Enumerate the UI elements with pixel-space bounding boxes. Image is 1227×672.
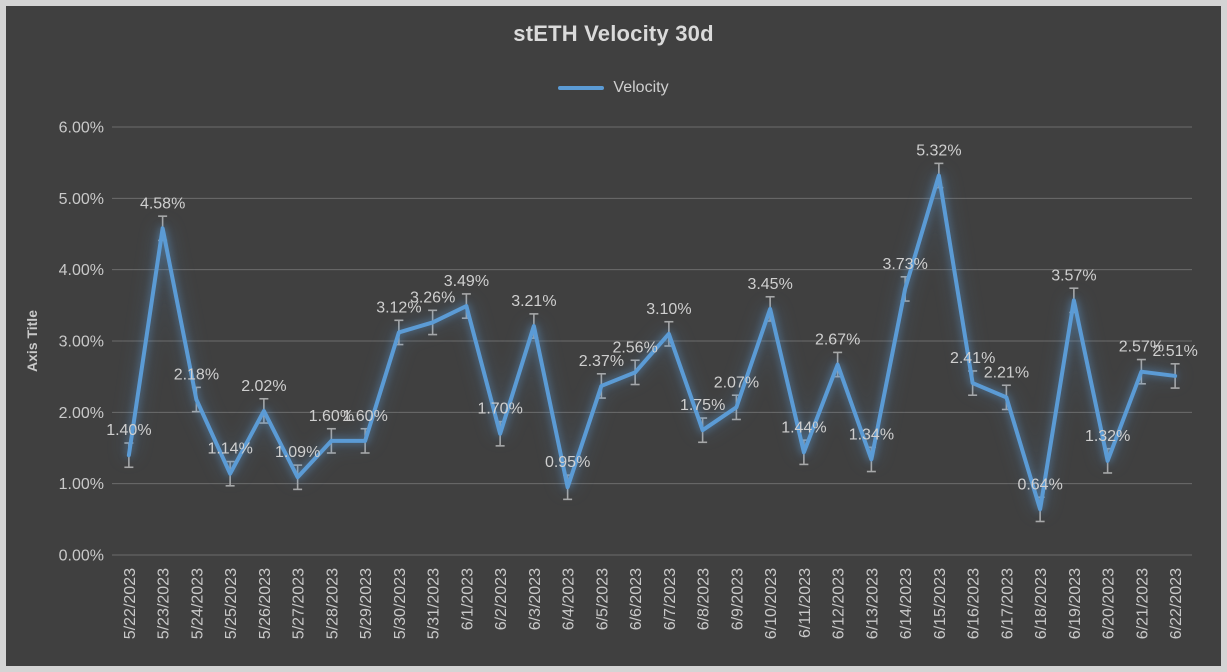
x-tick-label: 6/13/2023: [864, 568, 881, 639]
legend-label: Velocity: [613, 79, 669, 96]
x-tick-label: 6/7/2023: [662, 568, 679, 630]
data-label: 0.95%: [545, 454, 590, 471]
x-tick-label: 5/30/2023: [392, 568, 409, 639]
x-tick-label: 5/24/2023: [189, 568, 206, 639]
x-tick-label: 6/17/2023: [999, 568, 1016, 639]
data-label: 1.44%: [781, 419, 826, 436]
x-tick-label: 6/14/2023: [898, 568, 915, 639]
x-tick-label: 6/19/2023: [1067, 568, 1084, 639]
y-tick-label: 3.00%: [59, 334, 104, 351]
x-tick-label: 5/31/2023: [426, 568, 443, 639]
x-tick-label: 6/2/2023: [493, 568, 510, 630]
x-tick-label: 6/4/2023: [561, 568, 578, 630]
y-tick-label: 0.00%: [59, 548, 104, 565]
x-tick-label: 6/5/2023: [594, 568, 611, 630]
data-label: 2.51%: [1152, 343, 1197, 360]
x-tick-label: 5/27/2023: [291, 568, 308, 639]
data-label: 1.70%: [477, 401, 522, 418]
data-label: 3.12%: [376, 299, 421, 316]
data-label: 3.57%: [1051, 267, 1096, 284]
x-tick-label: 6/15/2023: [932, 568, 949, 639]
data-label: 2.21%: [984, 364, 1029, 381]
data-label: 3.26%: [410, 289, 455, 306]
x-tick-label: 6/22/2023: [1168, 568, 1185, 639]
x-tick-label: 5/29/2023: [358, 568, 375, 639]
y-axis-title[interactable]: Axis Title: [24, 310, 40, 372]
legend-line-swatch-icon: [558, 86, 605, 90]
x-tick-label: 6/1/2023: [459, 568, 476, 630]
data-label: 2.57%: [1119, 339, 1164, 356]
data-label: 1.75%: [680, 397, 725, 414]
x-tick-label: 6/11/2023: [797, 568, 814, 638]
data-label: 1.34%: [849, 426, 894, 443]
x-tick-label: 6/16/2023: [966, 568, 983, 639]
series-line-velocity[interactable]: [126, 173, 1178, 512]
data-label: 3.45%: [747, 276, 792, 293]
data-label: 4.58%: [140, 195, 185, 212]
x-tick-label: 6/18/2023: [1033, 568, 1050, 639]
x-tick-label: 6/9/2023: [729, 568, 746, 630]
y-tick-label: 6.00%: [59, 120, 104, 137]
data-label: 3.73%: [882, 256, 927, 273]
data-label: 2.18%: [174, 366, 219, 383]
x-tick-label: 6/6/2023: [628, 568, 645, 630]
x-tick-label: 6/10/2023: [763, 568, 780, 639]
y-tick-label: 4.00%: [59, 262, 104, 279]
chart-title[interactable]: stETH Velocity 30d: [513, 21, 714, 46]
x-tick-label: 5/26/2023: [257, 568, 274, 639]
x-tick-label: 5/23/2023: [156, 568, 173, 639]
chart-area[interactable]: stETH Velocity 30d Velocity 0.00% 1.00% 2.…: [6, 6, 1221, 666]
data-label: 2.56%: [612, 339, 657, 356]
x-tick-label: 6/12/2023: [831, 568, 848, 639]
legend[interactable]: Velocity: [6, 79, 1221, 97]
data-label: 1.14%: [207, 441, 252, 458]
data-label: 1.60%: [342, 408, 387, 425]
x-tick-label: 5/25/2023: [223, 568, 240, 639]
data-label: 1.60%: [309, 408, 354, 425]
data-label: 2.07%: [714, 374, 759, 391]
data-label: 1.40%: [106, 422, 151, 439]
y-tick-label: 5.00%: [59, 191, 104, 208]
data-label: 0.64%: [1017, 476, 1062, 493]
x-tick-label: 6/8/2023: [696, 568, 713, 630]
data-label: 2.02%: [241, 378, 286, 395]
x-tick-label: 5/22/2023: [122, 568, 139, 639]
plot-svg[interactable]: 0.00% 1.00% 2.00% 3.00% 4.00% 5.00% 6.00% Axis …: [6, 6, 1221, 666]
data-label: 3.49%: [444, 273, 489, 290]
data-label: 1.09%: [275, 444, 320, 461]
data-label: 2.67%: [815, 332, 860, 349]
data-label: 1.32%: [1085, 428, 1130, 445]
y-tick-label: 2.00%: [59, 405, 104, 422]
x-tick-label: 6/20/2023: [1101, 568, 1118, 639]
data-label: 3.21%: [511, 293, 556, 310]
y-tick-label: 1.00%: [59, 476, 104, 493]
x-tick-label: 6/21/2023: [1134, 568, 1151, 639]
x-tick-label: 6/3/2023: [527, 568, 544, 630]
data-label: 2.41%: [950, 350, 995, 367]
data-label: 3.10%: [646, 301, 691, 318]
x-tick-label: 5/28/2023: [324, 568, 341, 639]
data-label: 5.32%: [916, 143, 961, 160]
data-label: 2.37%: [579, 353, 624, 370]
